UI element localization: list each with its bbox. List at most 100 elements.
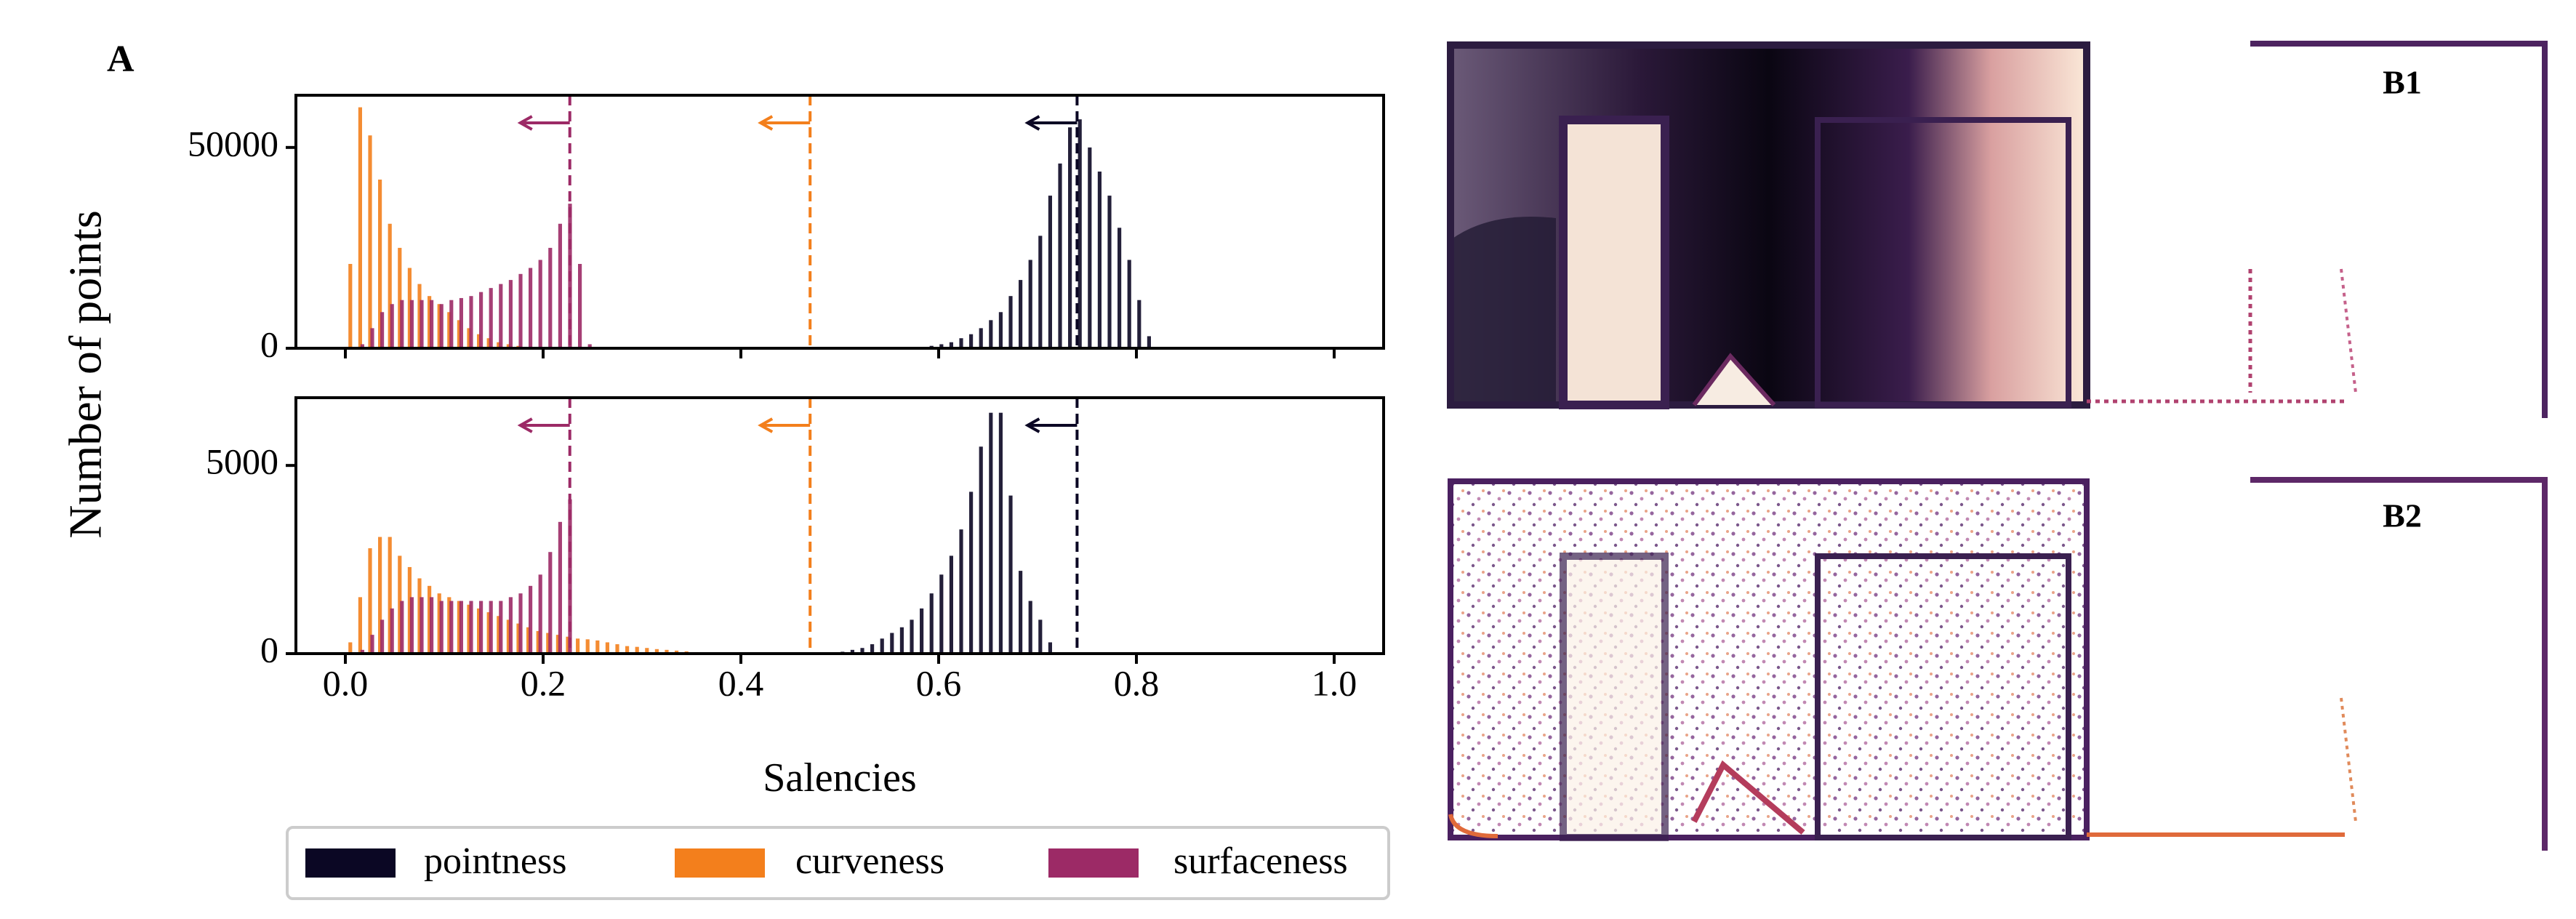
bar [368, 548, 372, 654]
bar [489, 288, 493, 348]
bar [409, 300, 414, 348]
image-label: B1 [2383, 64, 2422, 101]
bar [420, 597, 424, 654]
bar [959, 338, 963, 348]
bar [969, 491, 974, 654]
y-axis-label: Number of points [60, 210, 111, 539]
bar [447, 312, 452, 348]
bar [479, 292, 483, 348]
bar [989, 412, 993, 654]
point-cloud-b2 [1448, 477, 2548, 851]
bar [969, 334, 974, 348]
y-tick-label: 50000 [188, 123, 278, 164]
threshold-arrow [1024, 417, 1078, 433]
x-tick-label: 1.0 [1312, 662, 1357, 703]
bar [899, 627, 904, 654]
bar [1048, 642, 1052, 654]
bar [370, 635, 374, 654]
bar [645, 648, 649, 654]
bar [587, 344, 592, 348]
bar [1068, 127, 1072, 348]
bar [1019, 280, 1023, 348]
bar [635, 646, 639, 654]
bar [380, 312, 385, 348]
bar [469, 601, 473, 654]
threshold-arrow [517, 417, 570, 433]
bar [499, 284, 503, 348]
bar [390, 608, 394, 654]
bar [595, 640, 600, 654]
bar [360, 344, 364, 348]
bar [529, 268, 533, 348]
bar [1088, 147, 1092, 349]
legend-frame [286, 826, 1390, 900]
bar [526, 627, 531, 654]
bar [409, 597, 414, 654]
image-label: B2 [2383, 497, 2422, 534]
bar [499, 601, 503, 654]
x-axis-label: Salencies [763, 755, 916, 800]
legend-label: pointness [424, 840, 566, 882]
bar [388, 537, 392, 654]
bar [477, 608, 481, 654]
bar [910, 619, 914, 654]
bar [469, 296, 473, 348]
bar [615, 644, 619, 654]
legend-swatch [305, 848, 396, 878]
bar [1118, 228, 1122, 348]
bar [558, 521, 562, 654]
bar [625, 646, 630, 654]
bar [518, 593, 523, 654]
point-cloud-b1 [1447, 41, 2548, 418]
x-tick-label: 0.6 [916, 662, 962, 703]
bar [360, 649, 364, 654]
bar [850, 649, 854, 654]
y-tick-label: 5000 [206, 441, 278, 482]
bar [548, 247, 553, 348]
bar [518, 273, 523, 348]
bar [665, 649, 669, 654]
bar [929, 593, 934, 654]
bar [428, 585, 432, 654]
bar [959, 529, 963, 654]
bar [675, 650, 679, 654]
bar [390, 304, 394, 348]
bar [437, 593, 441, 654]
legend-swatch [1048, 848, 1139, 878]
bar [388, 223, 392, 348]
bar [430, 597, 434, 654]
bar [508, 280, 513, 348]
bar [358, 597, 362, 654]
bar [459, 297, 463, 348]
threshold-arrow [758, 115, 811, 131]
bar [477, 334, 481, 348]
bar [398, 555, 402, 654]
bar [1038, 236, 1043, 348]
bar [538, 574, 542, 654]
x-tick-label: 0.8 [1114, 662, 1160, 703]
bar [378, 180, 382, 348]
bar [989, 320, 993, 348]
bar [428, 296, 432, 348]
bar [398, 247, 402, 348]
bar [1127, 260, 1131, 348]
x-tick-label: 0.0 [323, 662, 369, 703]
bar [508, 597, 513, 654]
bar [400, 300, 404, 348]
bar [417, 284, 422, 348]
bar [998, 412, 1003, 654]
bar [1107, 196, 1112, 348]
bar [1038, 619, 1043, 654]
bar [1019, 571, 1023, 654]
bar [1058, 163, 1062, 348]
bar [449, 601, 454, 654]
bar [457, 320, 461, 348]
bar [489, 601, 493, 654]
threshold-arrow [1024, 115, 1078, 131]
bar [370, 328, 374, 348]
x-tick-label: 0.2 [521, 662, 566, 703]
bar [555, 635, 560, 654]
bar [439, 304, 444, 348]
bar [1137, 300, 1141, 348]
